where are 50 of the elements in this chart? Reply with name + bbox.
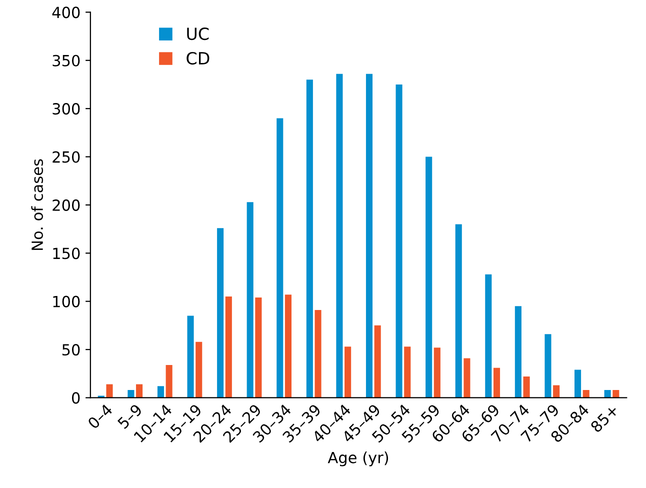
bar [336, 74, 343, 398]
bar [612, 390, 620, 398]
bar [166, 364, 172, 398]
x-tick-label: 0–4 [87, 403, 114, 430]
bar [246, 202, 254, 398]
y-tick-label: 150 [53, 248, 80, 260]
bar [306, 80, 313, 398]
x-tick-label: 85+ [590, 404, 619, 434]
y-tick-label: 0 [72, 392, 80, 404]
y-tick-label: 50 [62, 344, 80, 356]
bar [344, 346, 352, 398]
bar [366, 74, 373, 398]
bar [604, 390, 611, 398]
bar [284, 294, 292, 398]
y-tick-label: 400 [52, 6, 80, 18]
bar [455, 224, 462, 398]
bar [493, 368, 500, 398]
bar [225, 296, 232, 398]
bar [544, 334, 552, 398]
bar [582, 390, 590, 398]
bar [128, 390, 134, 398]
y-tick-label: 200 [52, 199, 80, 211]
bar [574, 370, 582, 398]
bar [106, 384, 113, 398]
bar [464, 358, 470, 398]
bar [187, 316, 194, 398]
y-axis-title: No. of cases [31, 159, 44, 250]
bar [217, 228, 224, 398]
bar [523, 376, 530, 398]
bar [396, 84, 402, 398]
bar [276, 118, 284, 398]
bar [314, 310, 322, 398]
legend-label: CD [186, 52, 210, 65]
x-axis-title: Age (yr) [328, 452, 388, 466]
bar [255, 297, 262, 398]
bar [514, 306, 522, 398]
bar [374, 325, 381, 398]
y-tick-label: 350 [52, 54, 80, 66]
bar [434, 348, 440, 398]
bar [426, 156, 432, 398]
y-tick-label: 100 [53, 296, 80, 308]
legend-label: UC [187, 27, 209, 40]
bar [157, 386, 164, 398]
bar [485, 274, 492, 398]
bar [196, 342, 202, 398]
bar [136, 384, 143, 398]
y-tick-label: 250 [52, 151, 80, 163]
bar [404, 346, 411, 398]
y-tick-label: 300 [52, 103, 80, 115]
bar [553, 385, 560, 398]
